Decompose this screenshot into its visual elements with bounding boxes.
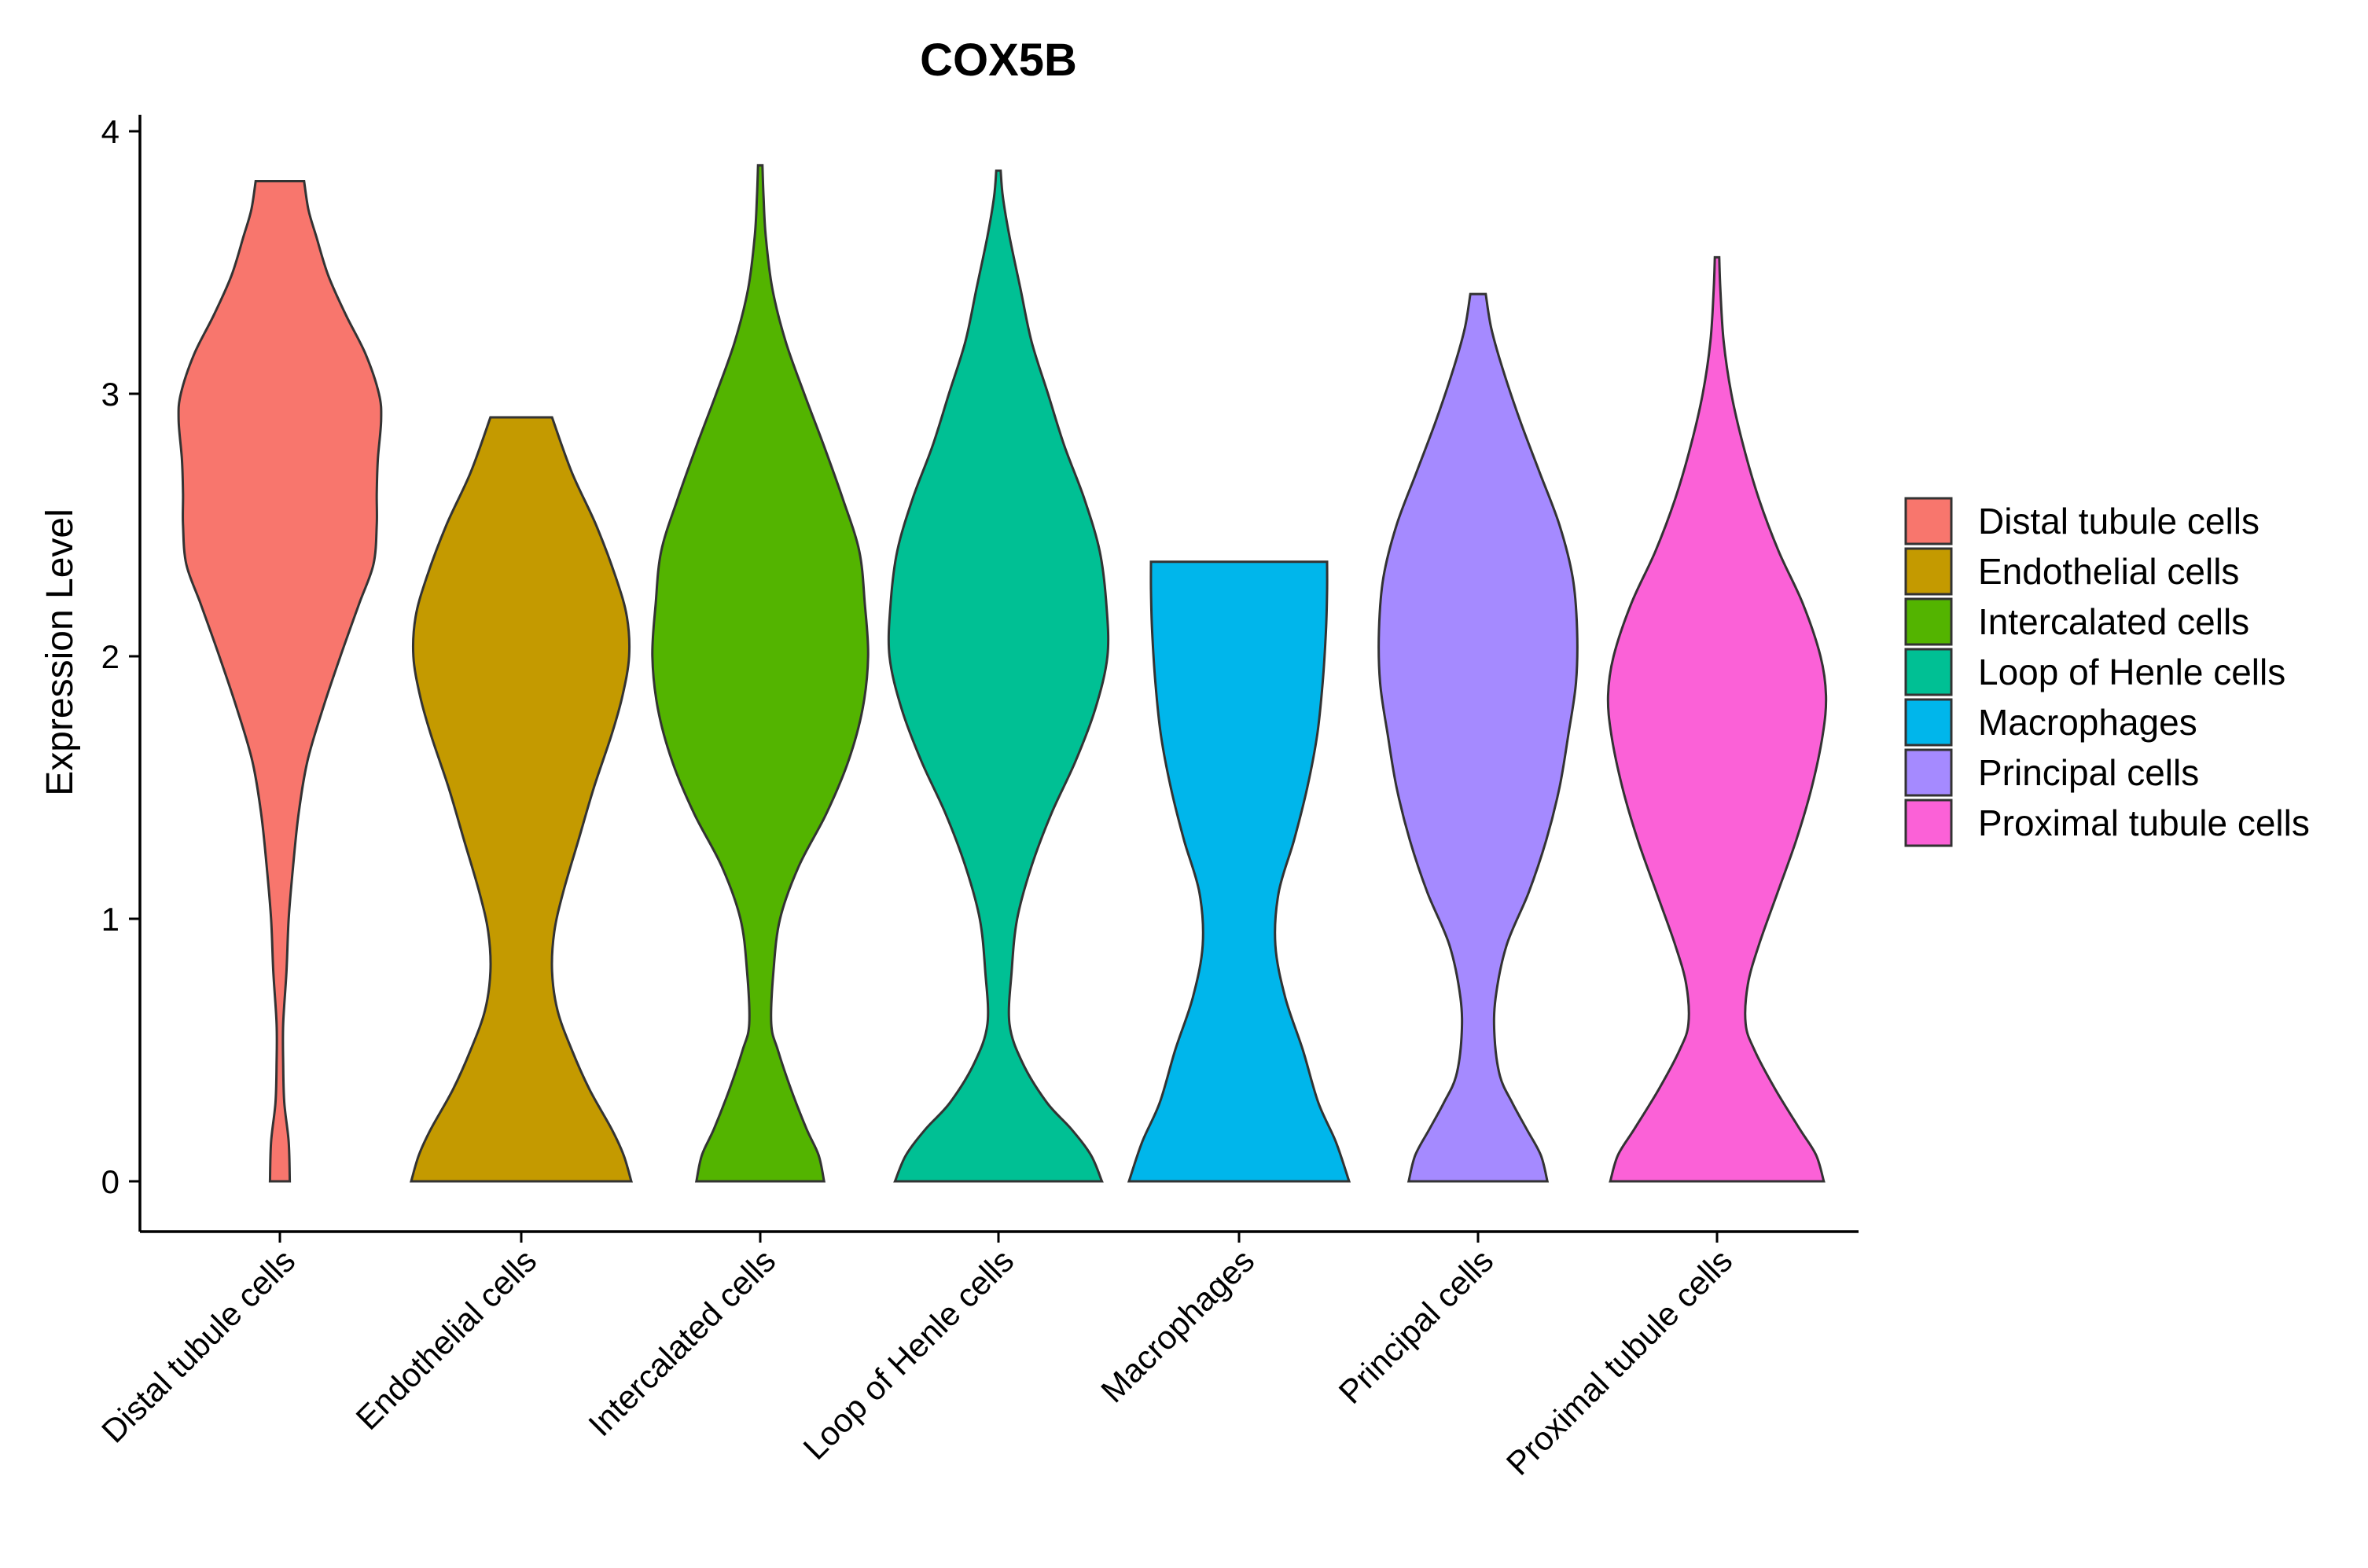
violin-macrophages [1127,560,1351,1183]
legend-key [1904,698,1953,747]
y-axis-label: Expression Level [39,509,81,796]
legend-label: Intercalated cells [1978,601,2249,642]
legend-label: Distal tubule cells [1978,501,2260,542]
violins-group [177,163,1828,1183]
legend-key [1904,597,1953,646]
legend-label: Endothelial cells [1978,551,2239,592]
violin-proximal-tubule-cells [1606,255,1828,1183]
y-axis-ticks: 0 1 2 3 4 [101,113,140,1200]
x-axis-ticks: Distal tubule cells Endothelial cells Inte… [94,1232,1739,1482]
x-tick-label: Macrophages [1094,1242,1261,1409]
x-tick-label: Principal cells [1332,1242,1501,1411]
legend: Distal tubule cells Endothelial cells Inte… [1904,497,2310,847]
violin-distal-tubule-cells [177,179,383,1183]
x-tick-label: Distal tubule cells [94,1242,302,1449]
y-tick-label: 0 [101,1163,120,1200]
legend-label: Proximal tubule cells [1978,802,2310,843]
x-tick-label: Loop of Henle cells [796,1242,1021,1467]
y-tick-label: 1 [101,901,120,938]
violin-intercalated-cells [651,163,870,1183]
violin-loop-of-henle-cells [887,169,1110,1183]
legend-key [1904,648,1953,696]
legend-key [1904,547,1953,596]
legend-label: Principal cells [1978,752,2199,793]
chart-title: COX5B [920,35,1077,86]
violin-endothelial-cells [409,416,634,1183]
x-tick-label: Endothelial cells [349,1242,544,1437]
violin-principal-cells [1377,292,1579,1183]
y-tick-label: 3 [101,376,120,413]
x-tick-label: Proximal tubule cells [1499,1242,1740,1482]
legend-key [1904,799,1953,847]
legend-key [1904,497,1953,545]
x-tick-label: Intercalated cells [581,1242,782,1443]
legend-label: Loop of Henle cells [1978,652,2285,692]
y-tick-label: 4 [101,113,120,150]
y-tick-label: 2 [101,638,120,675]
legend-key [1904,748,1953,797]
legend-label: Macrophages [1978,702,2197,743]
